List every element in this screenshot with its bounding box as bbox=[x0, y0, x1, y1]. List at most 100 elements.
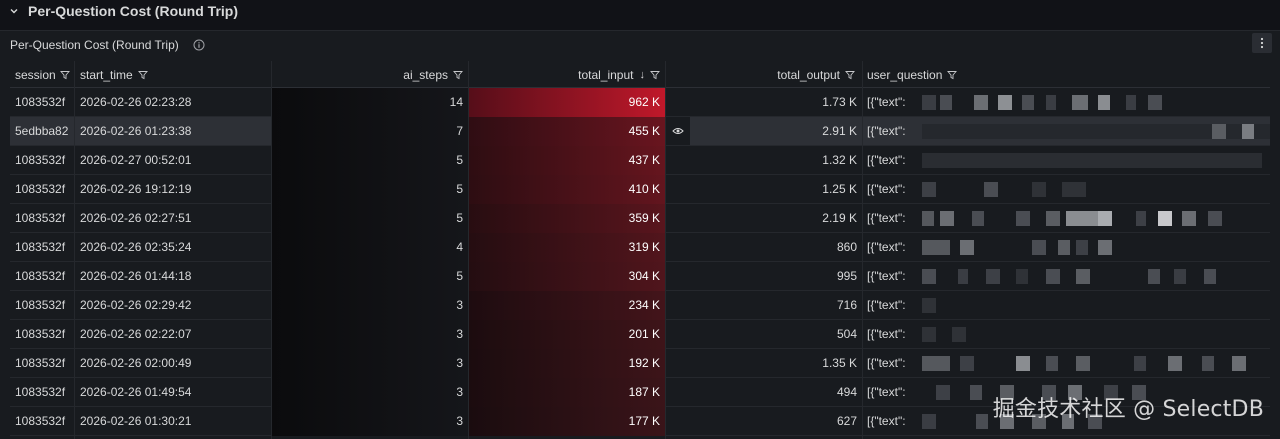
cell-total-input: 359 K bbox=[628, 211, 660, 225]
cell-ai-steps: 3 bbox=[456, 385, 463, 399]
row-title: Per-Question Cost (Round Trip) bbox=[28, 3, 238, 19]
cell-start-time: 2026-02-26 02:00:49 bbox=[80, 356, 192, 370]
filter-icon[interactable] bbox=[947, 70, 958, 80]
redacted-text-block bbox=[998, 95, 1012, 110]
panel-menu-button[interactable] bbox=[1252, 33, 1272, 53]
panel-title[interactable]: Per-Question Cost (Round Trip) bbox=[10, 37, 179, 52]
cell-user-question: [{"text": bbox=[867, 182, 906, 196]
cell-total-output: 995 bbox=[836, 269, 857, 283]
table-row[interactable]: 1083532f 2026-02-26 01:30:21 3 177 K 627 [{"t… bbox=[10, 407, 1270, 436]
redacted-text-block bbox=[1134, 356, 1146, 371]
chevron-down-icon[interactable] bbox=[8, 5, 20, 17]
redacted-text-block bbox=[936, 385, 950, 400]
table-panel: Per-Question Cost (Round Trip) session s… bbox=[0, 30, 1280, 439]
redacted-text-block bbox=[922, 356, 950, 371]
table-row[interactable]: 1083532f 2026-02-26 02:35:24 4 319 K 860 [{"t… bbox=[10, 233, 1270, 262]
column-header-start-time[interactable]: start_time bbox=[80, 61, 270, 88]
cell-session: 1083532f bbox=[15, 269, 66, 283]
cell-ai-steps: 3 bbox=[456, 298, 463, 312]
table-row[interactable]: 1083532f 2026-02-26 02:00:49 3 192 K 1.35 K [… bbox=[10, 349, 1270, 378]
redacted-text-block bbox=[1032, 414, 1046, 429]
sort-descending-icon[interactable]: ↓ bbox=[639, 68, 646, 81]
column-header-total-input[interactable]: total_input ↓ bbox=[469, 61, 662, 88]
redacted-text-block bbox=[972, 211, 984, 226]
table-row[interactable]: 1083532f 2026-02-26 02:22:07 3 201 K 504 [{"t… bbox=[10, 320, 1270, 349]
table-body: 1083532f 2026-02-26 02:23:28 14 962 K 1.73 K… bbox=[10, 88, 1270, 439]
ai-steps-cell-background bbox=[272, 320, 468, 349]
redacted-text-block bbox=[1000, 385, 1014, 400]
ai-steps-cell-background bbox=[272, 407, 468, 436]
column-header-session[interactable]: session bbox=[15, 61, 74, 88]
column-header-ai-steps[interactable]: ai_steps bbox=[272, 61, 465, 88]
column-label: start_time bbox=[80, 67, 133, 82]
cell-total-input: 962 K bbox=[628, 95, 660, 109]
filter-icon[interactable] bbox=[60, 70, 70, 80]
redacted-text-block bbox=[952, 327, 966, 342]
redacted-text-block bbox=[1088, 414, 1102, 429]
redacted-text-block bbox=[922, 269, 936, 284]
cell-ai-steps: 14 bbox=[449, 95, 463, 109]
ai-steps-cell-background bbox=[272, 233, 468, 262]
ai-steps-cell-background bbox=[272, 117, 468, 146]
filter-icon[interactable] bbox=[453, 70, 463, 80]
cell-start-time: 2026-02-26 02:35:24 bbox=[80, 240, 192, 254]
redacted-text-block bbox=[922, 298, 936, 313]
redacted-text-block bbox=[1136, 211, 1146, 226]
cell-user-question: [{"text": bbox=[867, 240, 906, 254]
cell-ai-steps: 4 bbox=[456, 240, 463, 254]
total-input-heat-cell bbox=[469, 407, 665, 436]
redacted-text-block bbox=[922, 182, 936, 197]
redacted-text-block bbox=[1126, 95, 1136, 110]
cell-session: 1083532f bbox=[15, 211, 66, 225]
cell-total-output: 1.25 K bbox=[822, 182, 857, 196]
redacted-text-block bbox=[1076, 269, 1090, 284]
redacted-text-block bbox=[1046, 95, 1056, 110]
inspect-eye-icon[interactable] bbox=[666, 117, 690, 145]
cell-user-question: [{"text": bbox=[867, 95, 906, 109]
cell-total-input: 304 K bbox=[628, 269, 660, 283]
redacted-text-block bbox=[958, 269, 968, 284]
filter-icon[interactable] bbox=[137, 70, 148, 80]
redacted-text-block bbox=[986, 269, 1000, 284]
cell-total-output: 1.35 K bbox=[822, 356, 857, 370]
cell-session: 5edbba82 bbox=[15, 124, 69, 138]
filter-icon[interactable] bbox=[650, 70, 660, 80]
table-row[interactable]: 5edbba82 2026-02-26 01:23:38 7 455 K 2.91 K [… bbox=[10, 117, 1270, 146]
total-input-heat-cell bbox=[469, 291, 665, 320]
column-header-total-output[interactable]: total_output bbox=[666, 61, 857, 88]
cell-total-input: 455 K bbox=[628, 124, 660, 138]
redacted-text-block bbox=[1232, 356, 1246, 371]
table-row[interactable]: 1083532f 2026-02-26 02:23:28 14 962 K 1.73 K… bbox=[10, 88, 1270, 117]
redacted-text-block bbox=[940, 211, 954, 226]
total-input-heat-cell bbox=[469, 88, 665, 117]
column-header-user-question[interactable]: user_question bbox=[867, 61, 1067, 88]
column-divider bbox=[665, 88, 666, 439]
redacted-text-block bbox=[1046, 211, 1060, 226]
info-icon[interactable] bbox=[193, 39, 205, 51]
cell-start-time: 2026-02-26 02:23:28 bbox=[80, 95, 192, 109]
table-row[interactable]: 1083532f 2026-02-26 02:27:51 5 359 K 2.19 K [… bbox=[10, 204, 1270, 233]
total-input-heat-cell bbox=[469, 146, 665, 175]
total-input-heat-cell bbox=[469, 204, 665, 233]
table-row[interactable]: 1083532f 2026-02-27 00:52:01 5 437 K 1.32 K [… bbox=[10, 146, 1270, 175]
total-input-heat-cell bbox=[469, 175, 665, 204]
table-row[interactable]: 1083532f 2026-02-26 19:12:19 5 410 K 1.25 K [… bbox=[10, 175, 1270, 204]
table-row[interactable]: 1083532f 2026-02-26 01:44:18 5 304 K 995 [{"t… bbox=[10, 262, 1270, 291]
table-row[interactable]: 1083532f 2026-02-26 01:49:54 3 187 K 494 [{"t… bbox=[10, 378, 1270, 407]
redacted-text-block bbox=[922, 414, 936, 429]
redacted-text-block bbox=[1104, 385, 1118, 400]
column-divider bbox=[862, 88, 863, 439]
redacted-text-block bbox=[1098, 240, 1112, 255]
cell-total-input: 177 K bbox=[628, 414, 660, 428]
redacted-text-block bbox=[1072, 95, 1088, 110]
total-input-heat-cell bbox=[469, 378, 665, 407]
table-row[interactable]: 1083532f 2026-02-26 02:29:42 3 234 K 716 [{"t… bbox=[10, 291, 1270, 320]
filter-icon[interactable] bbox=[845, 70, 855, 80]
redacted-text-block bbox=[922, 124, 1270, 139]
redacted-text-block bbox=[1016, 211, 1030, 226]
cell-total-output: 2.91 K bbox=[822, 124, 857, 138]
dashboard-row-header[interactable]: Per-Question Cost (Round Trip) bbox=[0, 0, 1280, 22]
column-label: total_input bbox=[578, 67, 634, 82]
panel-header[interactable]: Per-Question Cost (Round Trip) bbox=[0, 31, 1280, 58]
cell-ai-steps: 5 bbox=[456, 153, 463, 167]
